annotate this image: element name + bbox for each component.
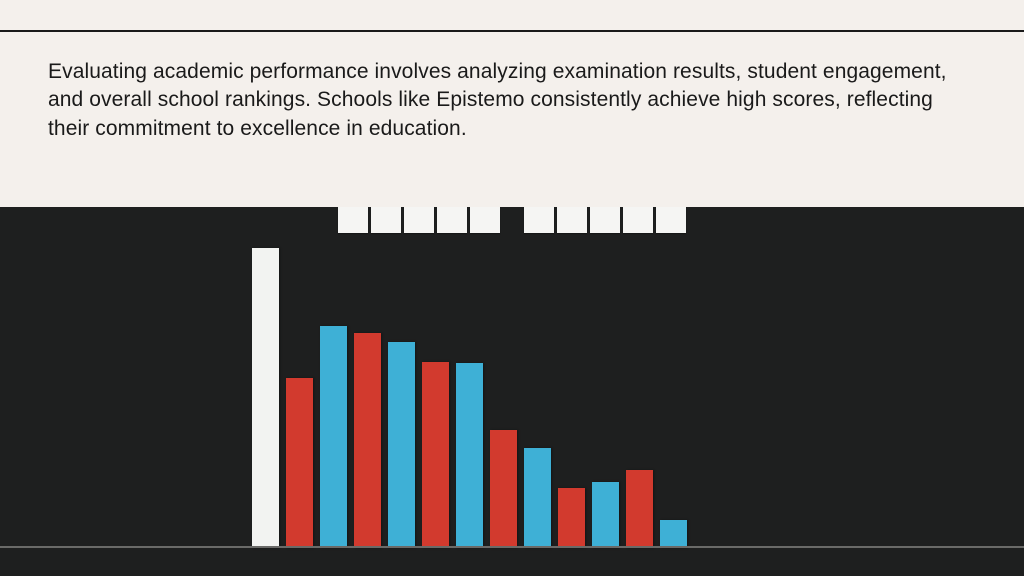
top-block — [656, 207, 686, 233]
chart-bar — [252, 248, 279, 548]
bar-group — [252, 248, 687, 548]
chart-bar — [660, 520, 687, 548]
chart-bar — [422, 362, 449, 548]
top-block-group-a — [338, 207, 500, 235]
top-block — [623, 207, 653, 233]
slide: Evaluating academic performance involves… — [0, 0, 1024, 576]
chart-bar — [490, 430, 517, 548]
chart-bar — [592, 482, 619, 548]
chart-bar — [388, 342, 415, 548]
top-block — [437, 207, 467, 233]
top-block — [470, 207, 500, 233]
chart-bar — [524, 448, 551, 548]
body-paragraph: Evaluating academic performance involves… — [48, 58, 976, 143]
chart-bar — [286, 378, 313, 548]
chart-baseline — [0, 546, 1024, 548]
top-block — [404, 207, 434, 233]
chart-bar — [354, 333, 381, 548]
chart-bar — [456, 363, 483, 548]
top-block-row — [0, 207, 1024, 235]
top-strip — [0, 0, 1024, 30]
top-block — [590, 207, 620, 233]
chart-bar — [558, 488, 585, 548]
text-block: Evaluating academic performance involves… — [0, 32, 1024, 207]
top-block — [338, 207, 368, 233]
chart-bar — [320, 326, 347, 548]
top-block — [557, 207, 587, 233]
top-block — [524, 207, 554, 233]
chart-bar — [626, 470, 653, 548]
chart-area — [0, 207, 1024, 576]
top-block-group-b — [524, 207, 686, 235]
top-block — [371, 207, 401, 233]
